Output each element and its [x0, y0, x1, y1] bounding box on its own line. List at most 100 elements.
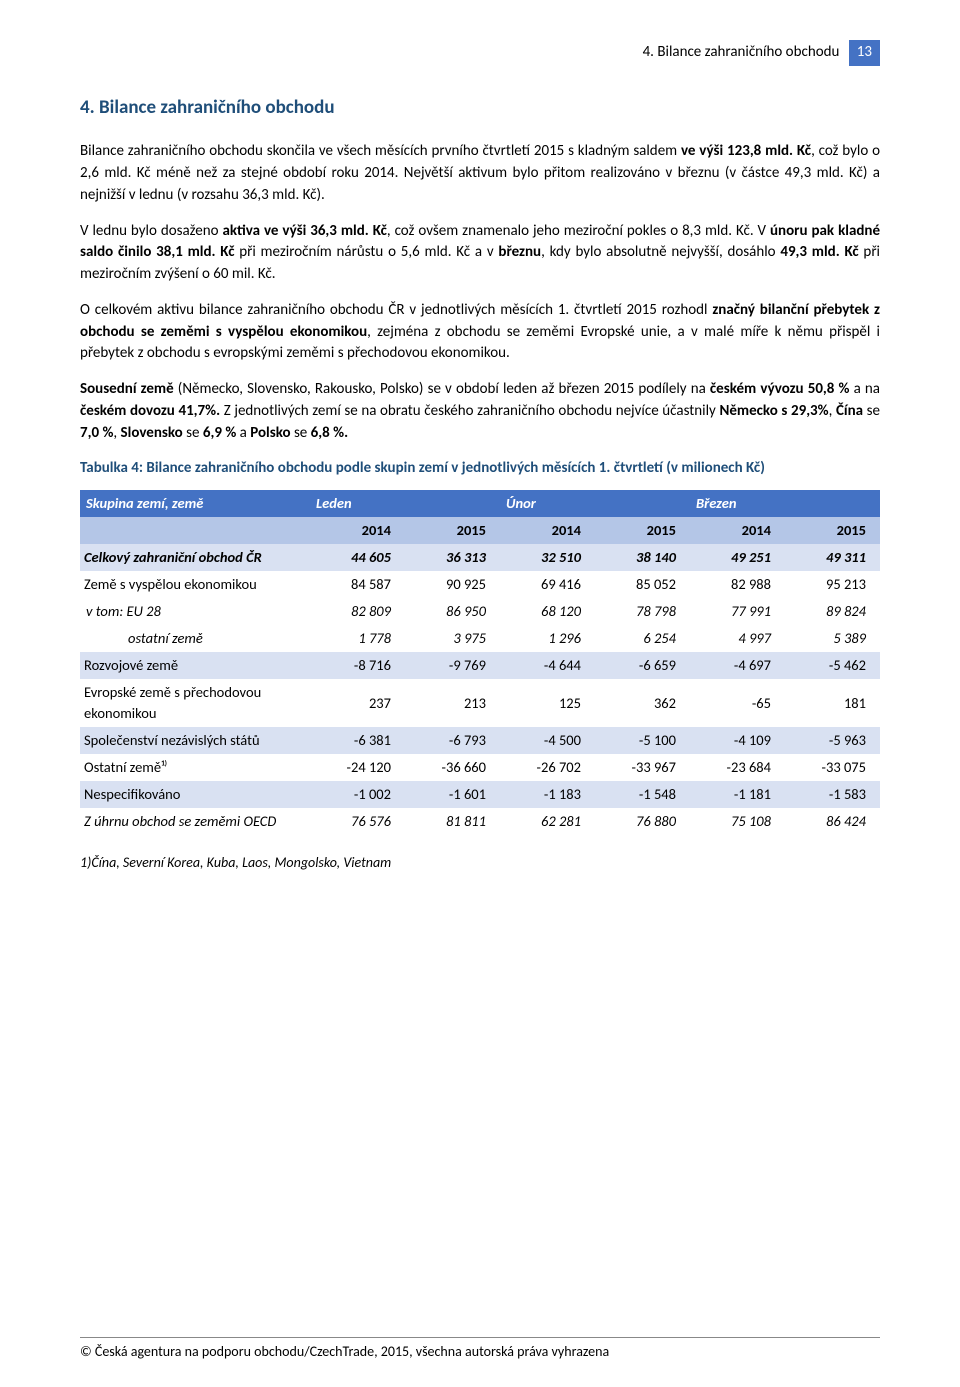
cell: 86 424	[785, 808, 880, 835]
text-bold: 6,9 %	[203, 424, 236, 442]
cell: -24 120	[310, 754, 405, 781]
col-header: Leden	[310, 490, 500, 517]
balance-table: Skupina zemí, země Leden Únor Březen 201…	[80, 490, 880, 835]
cell: -6 381	[310, 727, 405, 754]
cell: 89 824	[785, 598, 880, 625]
paragraph-3: O celkovém aktivu bilance zahraničního o…	[80, 300, 880, 365]
cell: 237	[310, 679, 405, 727]
text: (Německo, Slovensko, Rakousko, Polsko) s…	[174, 380, 710, 398]
cell: -1 181	[690, 781, 785, 808]
running-header: 4. Bilance zahraničního obchodu 13	[80, 40, 880, 66]
cell: -6 659	[595, 652, 690, 679]
col-sub: 2015	[405, 517, 500, 544]
row-label: Z úhrnu obchod se zeměmi OECD	[80, 808, 310, 835]
cell: 77 991	[690, 598, 785, 625]
text-bold: Čína	[836, 402, 863, 420]
table-row: Rozvojové země-8 716-9 769-4 644-6 659-4…	[80, 652, 880, 679]
col-sub: 2015	[785, 517, 880, 544]
cell: 75 108	[690, 808, 785, 835]
cell: 95 213	[785, 571, 880, 598]
cell: 125	[500, 679, 595, 727]
running-title: 4. Bilance zahraničního obchodu	[643, 43, 840, 61]
text: O celkovém aktivu bilance zahraničního o…	[80, 301, 712, 319]
cell: -4 644	[500, 652, 595, 679]
cell: 68 120	[500, 598, 595, 625]
row-label: Země s vyspělou ekonomikou	[80, 571, 310, 598]
cell: 49 311	[785, 544, 880, 571]
cell: 36 313	[405, 544, 500, 571]
col-header: Skupina zemí, země	[80, 490, 310, 517]
text-bold: 49,3 mld. Kč	[780, 243, 858, 261]
text-bold: aktiva ve výši 36,3 mld. Kč	[222, 222, 386, 240]
cell: 1 296	[500, 625, 595, 652]
text: se	[291, 424, 311, 442]
text: se	[863, 402, 880, 420]
table-header-row-2: 2014 2015 2014 2015 2014 2015	[80, 517, 880, 544]
page-footer: © Česká agentura na podporu obchodu/Czec…	[80, 1337, 880, 1362]
table-title: Tabulka 4: Bilance zahraničního obchodu …	[80, 458, 880, 480]
table-footnote: 1)Čína, Severní Korea, Kuba, Laos, Mongo…	[80, 853, 880, 873]
cell: 32 510	[500, 544, 595, 571]
cell: -8 716	[310, 652, 405, 679]
text-bold: českém dovozu 41,7%.	[80, 402, 220, 420]
cell: 3 975	[405, 625, 500, 652]
cell: 1 778	[310, 625, 405, 652]
text-bold: Polsko	[250, 424, 290, 442]
col-sub: 2014	[690, 517, 785, 544]
paragraph-1: Bilance zahraničního obchodu skončila ve…	[80, 141, 880, 206]
col-header: Březen	[690, 490, 880, 517]
cell: -36 660	[405, 754, 500, 781]
col-sub: 2014	[310, 517, 405, 544]
text-bold: 7,0 %	[80, 424, 113, 442]
text: ,	[829, 402, 836, 420]
paragraph-2: V lednu bylo dosaženo aktiva ve výši 36,…	[80, 221, 880, 286]
cell: 84 587	[310, 571, 405, 598]
cell: 85 052	[595, 571, 690, 598]
text: , kdy bylo absolutně nejvyšší, dosáhlo	[541, 243, 780, 261]
cell: 49 251	[690, 544, 785, 571]
cell: 90 925	[405, 571, 500, 598]
page-number: 13	[849, 40, 880, 66]
cell: -5 100	[595, 727, 690, 754]
cell: 78 798	[595, 598, 690, 625]
text: se	[183, 424, 203, 442]
text-bold: ve výši 123,8 mld. Kč	[681, 142, 811, 160]
table-row: Z úhrnu obchod se zeměmi OECD76 57681 81…	[80, 808, 880, 835]
col-header: Únor	[500, 490, 690, 517]
text-bold: Německo s 29,3%	[719, 402, 828, 420]
text-bold: 6,8 %.	[311, 424, 348, 442]
cell: -9 769	[405, 652, 500, 679]
cell: -1 002	[310, 781, 405, 808]
table-row: v tom: EU 2882 80986 95068 12078 79877 9…	[80, 598, 880, 625]
cell: 181	[785, 679, 880, 727]
cell: 4 997	[690, 625, 785, 652]
text: ,	[113, 424, 120, 442]
text: Z jednotlivých zemí se na obratu českého…	[220, 402, 719, 420]
col-sub: 2015	[595, 517, 690, 544]
row-label: ostatní země	[80, 625, 310, 652]
cell: -1 548	[595, 781, 690, 808]
cell: 76 880	[595, 808, 690, 835]
table-row: Celkový zahraniční obchod ČR44 60536 313…	[80, 544, 880, 571]
cell: -65	[690, 679, 785, 727]
row-label: v tom: EU 28	[80, 598, 310, 625]
cell: 62 281	[500, 808, 595, 835]
cell: 86 950	[405, 598, 500, 625]
cell: -4 109	[690, 727, 785, 754]
cell: -6 793	[405, 727, 500, 754]
text: V lednu bylo dosaženo	[80, 222, 222, 240]
cell: 38 140	[595, 544, 690, 571]
cell: -5 963	[785, 727, 880, 754]
paragraph-4: Sousední země (Německo, Slovensko, Rakou…	[80, 379, 880, 444]
row-label: Celkový zahraniční obchod ČR	[80, 544, 310, 571]
cell: -4 697	[690, 652, 785, 679]
table-row: Nespecifikováno-1 002-1 601-1 183-1 548-…	[80, 781, 880, 808]
col-sub	[80, 517, 310, 544]
cell: -33 967	[595, 754, 690, 781]
cell: -33 075	[785, 754, 880, 781]
row-label: Společenství nezávislých států	[80, 727, 310, 754]
cell: 5 389	[785, 625, 880, 652]
cell: 82 988	[690, 571, 785, 598]
cell: 44 605	[310, 544, 405, 571]
cell: 362	[595, 679, 690, 727]
